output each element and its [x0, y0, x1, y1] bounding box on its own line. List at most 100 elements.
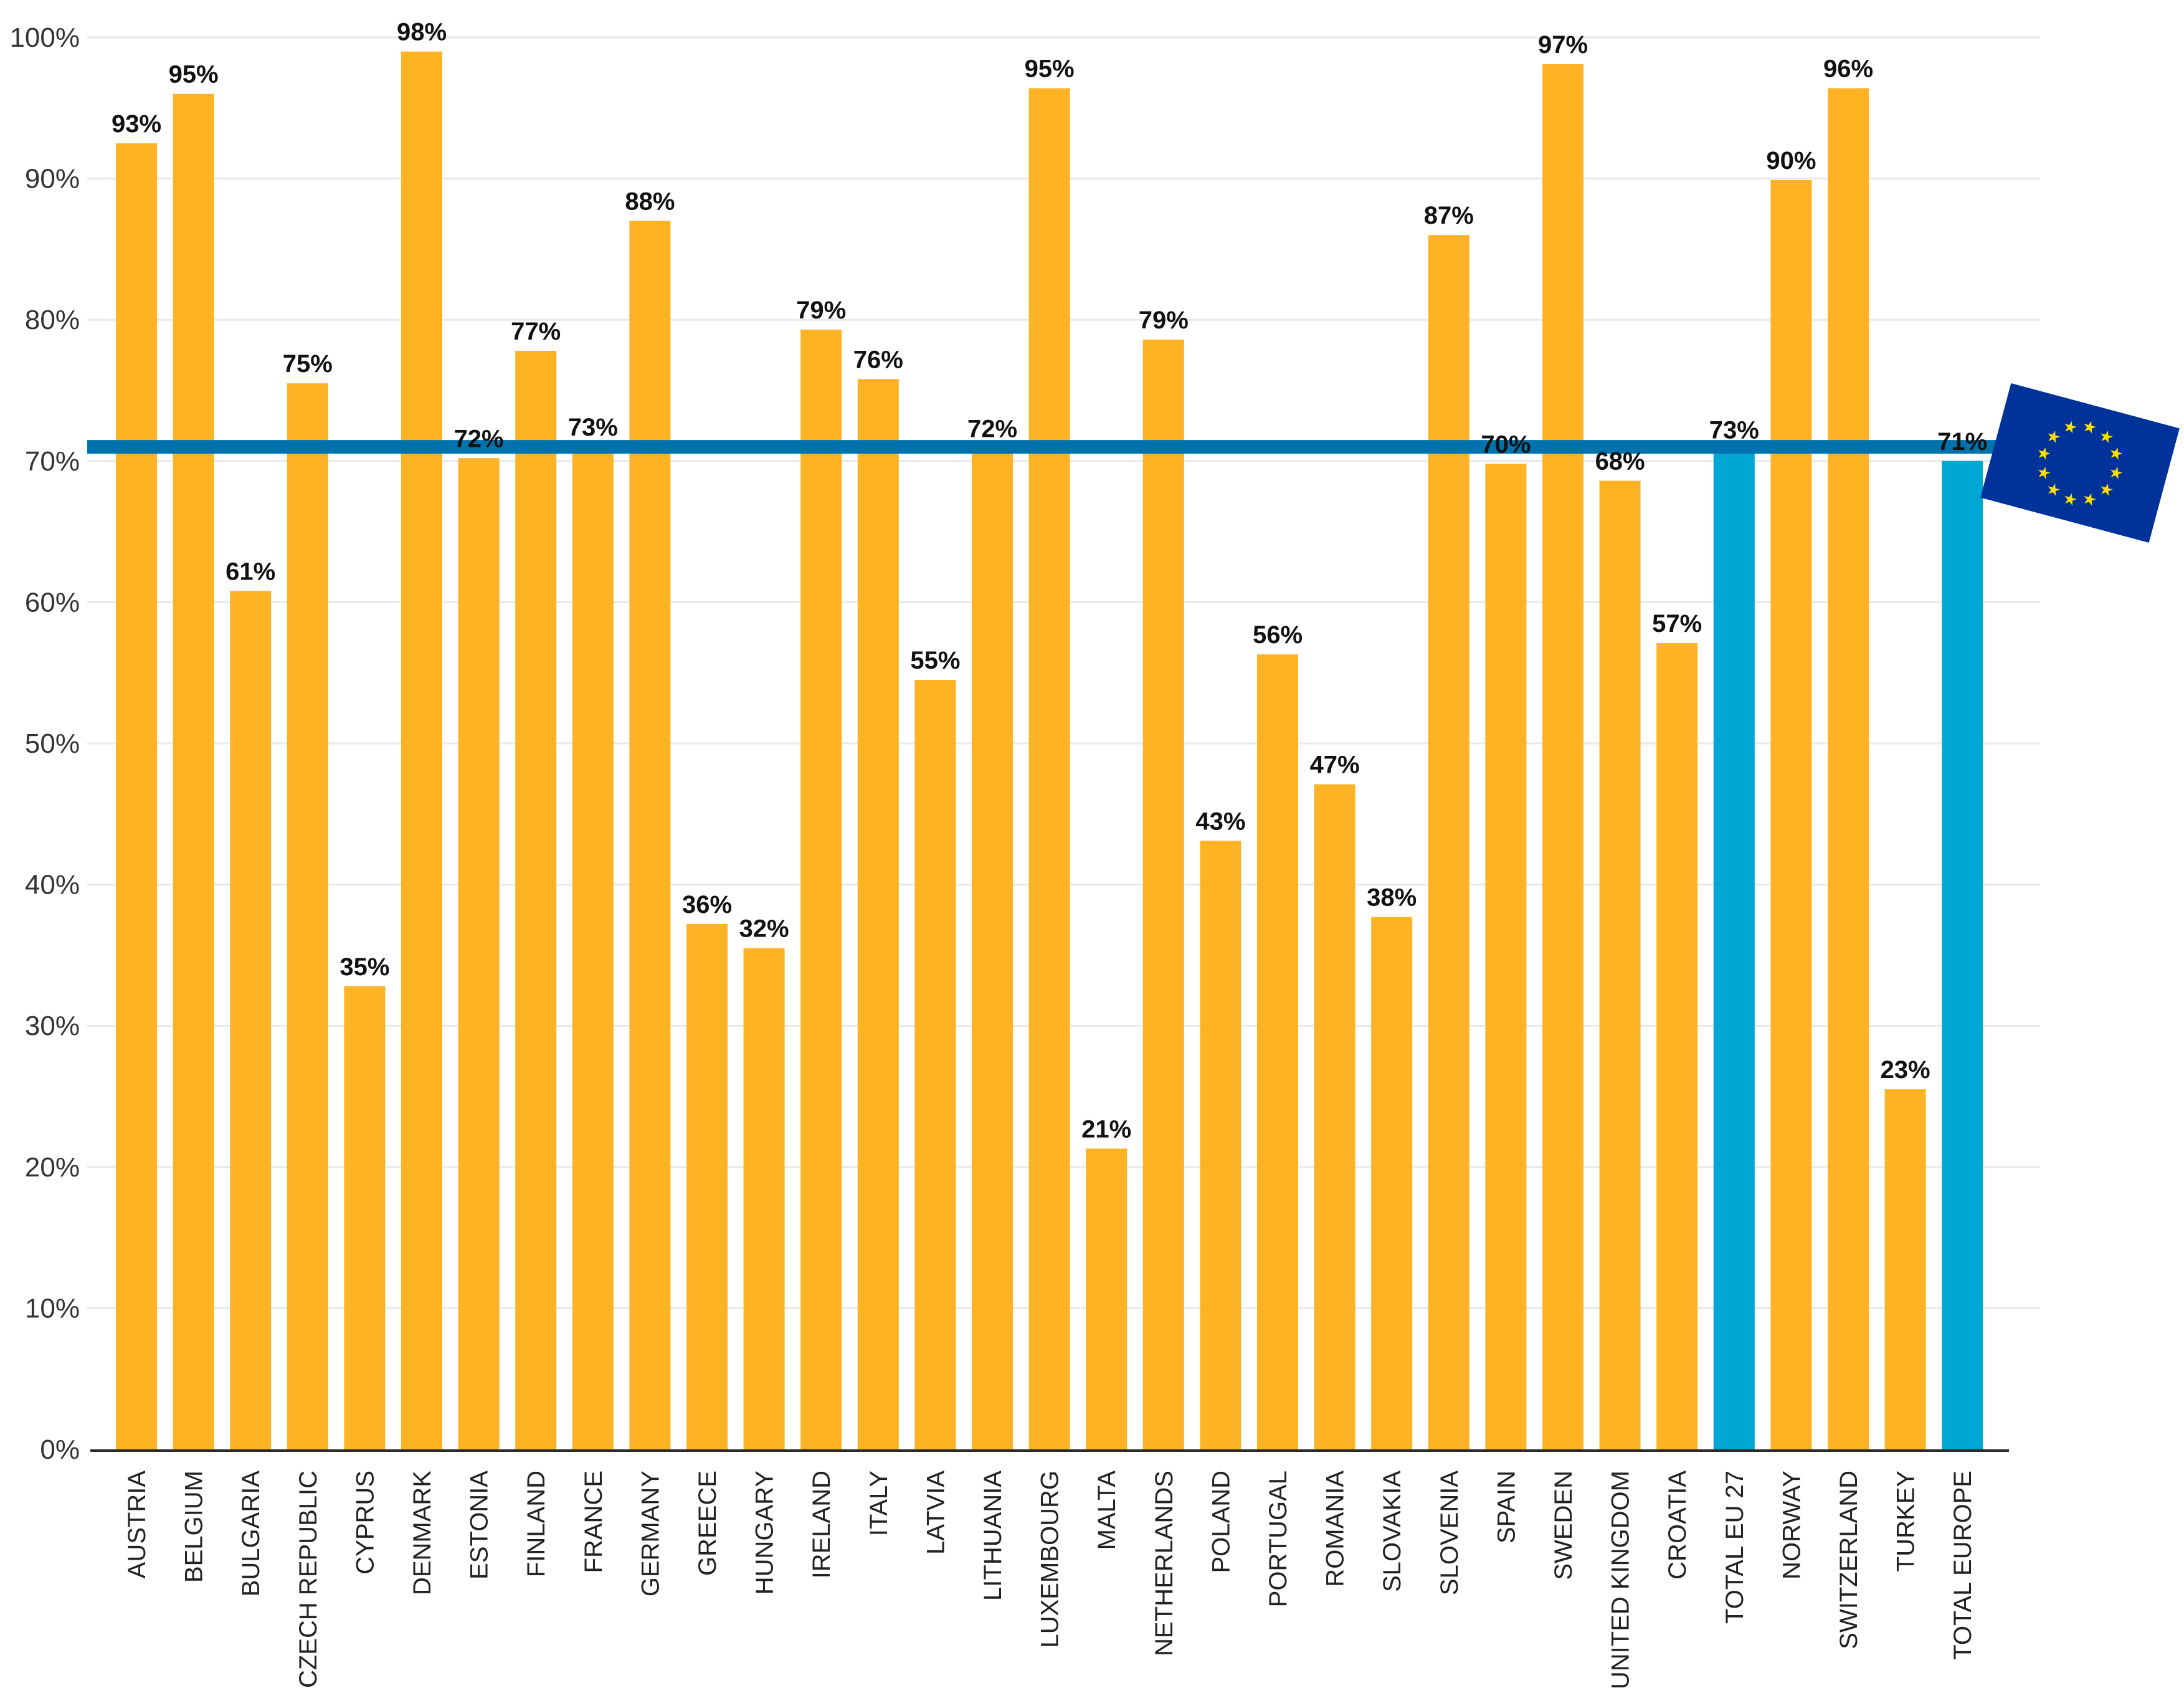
- reference-line: [87, 440, 2012, 454]
- bar: [1086, 1148, 1128, 1449]
- y-tick-label: 60%: [25, 587, 80, 618]
- data-label: 98%: [397, 19, 447, 46]
- data-label: 90%: [1766, 147, 1816, 174]
- x-tick-label: SWEDEN: [1550, 1471, 1577, 1580]
- data-label: 75%: [283, 350, 333, 378]
- data-label: 88%: [625, 188, 675, 216]
- data-label: 36%: [682, 891, 732, 918]
- data-label: 57%: [1652, 610, 1702, 637]
- bars: [116, 51, 1983, 1450]
- x-tick-label: GERMANY: [637, 1471, 664, 1596]
- bar: [686, 924, 728, 1449]
- bar: [287, 383, 328, 1450]
- y-axis-ticks: 0% 10% 20% 30% 40% 50% 60% 70% 80% 90% 100%: [9, 22, 80, 1465]
- x-tick-label: POLAND: [1207, 1471, 1235, 1573]
- bar: [344, 986, 386, 1449]
- bar: [1828, 88, 1869, 1450]
- y-tick-label: 100%: [9, 22, 80, 53]
- bar: [1656, 643, 1698, 1449]
- data-label: 95%: [169, 61, 219, 88]
- bar: [972, 448, 1013, 1449]
- bar: [1942, 460, 1983, 1449]
- x-tick-label: AUSTRIA: [123, 1471, 151, 1579]
- x-tick-label: HUNGARY: [751, 1471, 779, 1595]
- bar: [458, 458, 500, 1449]
- data-label: 73%: [1709, 417, 1759, 444]
- bar: [515, 351, 557, 1449]
- x-tick-label: BELGIUM: [181, 1471, 208, 1583]
- bar: [572, 447, 614, 1449]
- y-tick-label: 40%: [25, 870, 80, 900]
- bar: [1599, 480, 1641, 1450]
- bar: [800, 330, 842, 1449]
- bar: [743, 948, 785, 1449]
- x-tick-label: CZECH REPUBLIC: [295, 1471, 322, 1688]
- x-tick-label: LITHUANIA: [979, 1471, 1007, 1601]
- data-label: 71%: [1937, 428, 1987, 455]
- x-tick-label: TURKEY: [1892, 1471, 1920, 1571]
- x-tick-label: ROMANIA: [1322, 1471, 1349, 1587]
- data-label: 32%: [739, 915, 789, 943]
- y-tick-label: 30%: [25, 1011, 80, 1041]
- bar: [1713, 449, 1755, 1449]
- data-label: 97%: [1538, 31, 1588, 59]
- bar: [1884, 1089, 1926, 1449]
- bar: [914, 680, 956, 1449]
- data-label: 73%: [568, 414, 618, 441]
- x-axis-ticks: AUSTRIA BELGIUM BULGARIA CZECH REPUBLIC CYPR…: [123, 1471, 1977, 1689]
- bar: [1770, 179, 1812, 1450]
- data-label: 61%: [226, 558, 275, 585]
- data-label: 56%: [1253, 621, 1303, 649]
- data-label: 38%: [1367, 884, 1417, 912]
- data-label: 70%: [1481, 431, 1531, 458]
- y-tick-label: 90%: [25, 164, 80, 194]
- y-tick-label: 0%: [40, 1434, 80, 1465]
- x-tick-label: CYPRUS: [351, 1471, 379, 1575]
- x-tick-label: SLOVENIA: [1436, 1471, 1463, 1595]
- x-tick-label: MALTA: [1093, 1471, 1121, 1550]
- eu-flag-field: [1980, 383, 2180, 543]
- bar: [1485, 464, 1527, 1449]
- x-tick-label: DENMARK: [409, 1471, 436, 1595]
- data-label: 79%: [1139, 307, 1189, 334]
- bar: [1542, 64, 1583, 1450]
- bar: [401, 51, 442, 1450]
- x-tick-label: SLOVAKIA: [1379, 1471, 1406, 1592]
- x-tick-label: TOTAL EU 27: [1721, 1471, 1749, 1624]
- bar: [1257, 654, 1298, 1449]
- x-tick-label: SWITZERLAND: [1835, 1471, 1863, 1649]
- bar: [173, 93, 214, 1450]
- x-tick-label: FINLAND: [523, 1471, 550, 1577]
- data-label: 72%: [454, 425, 504, 452]
- x-tick-label: FRANCE: [580, 1471, 607, 1573]
- data-label: 23%: [1881, 1056, 1930, 1084]
- x-tick-label: BULGARIA: [237, 1471, 265, 1597]
- bar: [629, 221, 671, 1450]
- x-tick-label: ESTONIA: [466, 1471, 493, 1580]
- bar: [116, 143, 157, 1450]
- data-label: 72%: [967, 415, 1017, 442]
- x-tick-label: NORWAY: [1778, 1471, 1805, 1580]
- data-label: 55%: [910, 647, 960, 674]
- x-tick-label: GREECE: [694, 1471, 721, 1576]
- bar: [1314, 784, 1356, 1449]
- data-label: 21%: [1081, 1115, 1131, 1143]
- x-tick-label: SPAIN: [1493, 1471, 1520, 1543]
- data-label: 43%: [1195, 808, 1245, 835]
- y-tick-label: 70%: [25, 446, 80, 477]
- data-label: 35%: [339, 953, 389, 981]
- x-tick-label: CROATIA: [1664, 1471, 1691, 1580]
- y-tick-label: 50%: [25, 728, 80, 759]
- y-tick-label: 20%: [25, 1152, 80, 1183]
- x-tick-label: IRELAND: [808, 1471, 835, 1578]
- data-label: 96%: [1823, 55, 1873, 83]
- x-tick-label: LUXEMBOURG: [1037, 1471, 1064, 1648]
- x-tick-label: ITALY: [865, 1471, 893, 1536]
- eu-flag-icon: ★★★★★★★★★ ★★★: [1980, 383, 2180, 543]
- data-label: 93%: [112, 110, 161, 138]
- data-label: 76%: [853, 346, 903, 373]
- bar: [1028, 88, 1070, 1450]
- data-label: 79%: [796, 297, 846, 324]
- bar: [857, 379, 899, 1449]
